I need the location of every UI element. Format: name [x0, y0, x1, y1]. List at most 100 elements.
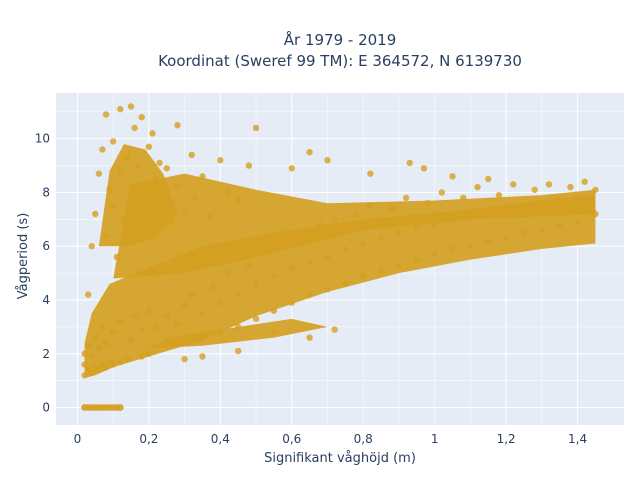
data-point	[142, 221, 149, 228]
data-point	[113, 253, 120, 261]
data-point	[95, 345, 103, 352]
data-point	[181, 302, 188, 309]
data-point	[156, 159, 163, 167]
data-point	[181, 355, 188, 363]
data-point	[145, 191, 153, 199]
chart-title: År 1979 - 2019	[284, 30, 397, 49]
data-point	[306, 148, 313, 156]
data-point	[424, 200, 431, 207]
data-point	[474, 183, 481, 191]
y-tick-label: 4	[42, 293, 50, 307]
data-point	[163, 312, 170, 320]
data-point	[138, 181, 145, 188]
data-point	[124, 355, 131, 363]
data-point	[592, 186, 599, 193]
data-point	[581, 178, 588, 185]
data-point	[324, 157, 331, 164]
data-point	[234, 323, 242, 331]
data-point	[413, 256, 421, 263]
data-point	[92, 334, 99, 341]
data-point	[131, 205, 138, 212]
data-point	[352, 210, 360, 218]
y-tick-label: 6	[42, 239, 50, 253]
x-tick-label: 0,6	[282, 432, 301, 446]
data-point	[538, 226, 546, 234]
data-point	[288, 264, 295, 271]
data-point	[234, 291, 242, 298]
data-point	[102, 364, 110, 371]
data-point	[138, 353, 145, 360]
data-point	[102, 339, 110, 347]
data-point	[188, 151, 195, 159]
data-point	[174, 320, 181, 328]
data-point	[324, 286, 331, 293]
data-point	[395, 229, 403, 236]
data-point	[592, 210, 599, 218]
data-point	[127, 189, 135, 196]
x-tick-label: 0,2	[139, 432, 158, 446]
data-point	[174, 183, 181, 191]
data-point	[117, 318, 124, 325]
data-points	[81, 103, 599, 411]
data-point	[538, 200, 546, 207]
data-point	[395, 261, 403, 269]
data-point	[163, 165, 170, 172]
point-cloud	[84, 144, 596, 378]
data-point	[360, 240, 367, 247]
data-point	[145, 143, 153, 150]
data-point	[367, 202, 374, 210]
data-point	[449, 173, 456, 180]
data-point	[134, 162, 142, 169]
data-point	[117, 167, 124, 175]
data-point	[181, 339, 188, 347]
data-point	[467, 213, 474, 220]
data-point	[377, 234, 385, 242]
data-point	[217, 157, 224, 164]
data-point	[199, 310, 206, 317]
data-point	[81, 372, 88, 379]
data-point	[485, 210, 492, 218]
y-tick-label: 2	[42, 347, 50, 361]
data-point	[324, 253, 331, 261]
data-point	[502, 208, 510, 215]
data-point	[102, 232, 110, 239]
data-point	[124, 154, 131, 161]
data-point	[145, 350, 153, 357]
data-point	[224, 189, 231, 196]
x-tick-label: 0,8	[354, 432, 373, 446]
data-point	[485, 175, 492, 183]
data-point	[510, 181, 517, 188]
data-point	[167, 218, 174, 226]
data-point	[188, 291, 195, 298]
data-point	[199, 353, 206, 360]
y-axis-label: Vågperiod (s)	[16, 213, 31, 300]
data-point	[109, 202, 117, 210]
data-point	[342, 245, 349, 253]
data-point	[84, 342, 92, 349]
x-tick-label: 1,4	[568, 432, 587, 446]
data-point	[127, 103, 135, 110]
data-point	[109, 329, 117, 336]
data-point	[531, 186, 538, 193]
data-point	[131, 124, 138, 132]
data-point	[192, 194, 199, 202]
data-point	[556, 197, 563, 204]
data-point	[467, 243, 474, 250]
data-point	[367, 170, 374, 177]
data-point	[413, 224, 421, 231]
data-point	[138, 326, 145, 333]
data-point	[159, 200, 167, 207]
data-point	[545, 181, 553, 188]
y-tick-label: 8	[42, 185, 50, 199]
data-point	[88, 369, 95, 376]
x-tick-label: 1	[431, 432, 439, 446]
data-point	[342, 280, 349, 288]
data-point	[131, 312, 138, 320]
data-point	[567, 183, 574, 191]
data-point	[99, 146, 106, 153]
data-point	[234, 347, 242, 355]
data-point	[306, 291, 313, 298]
data-point	[174, 122, 181, 129]
data-point	[360, 272, 367, 280]
